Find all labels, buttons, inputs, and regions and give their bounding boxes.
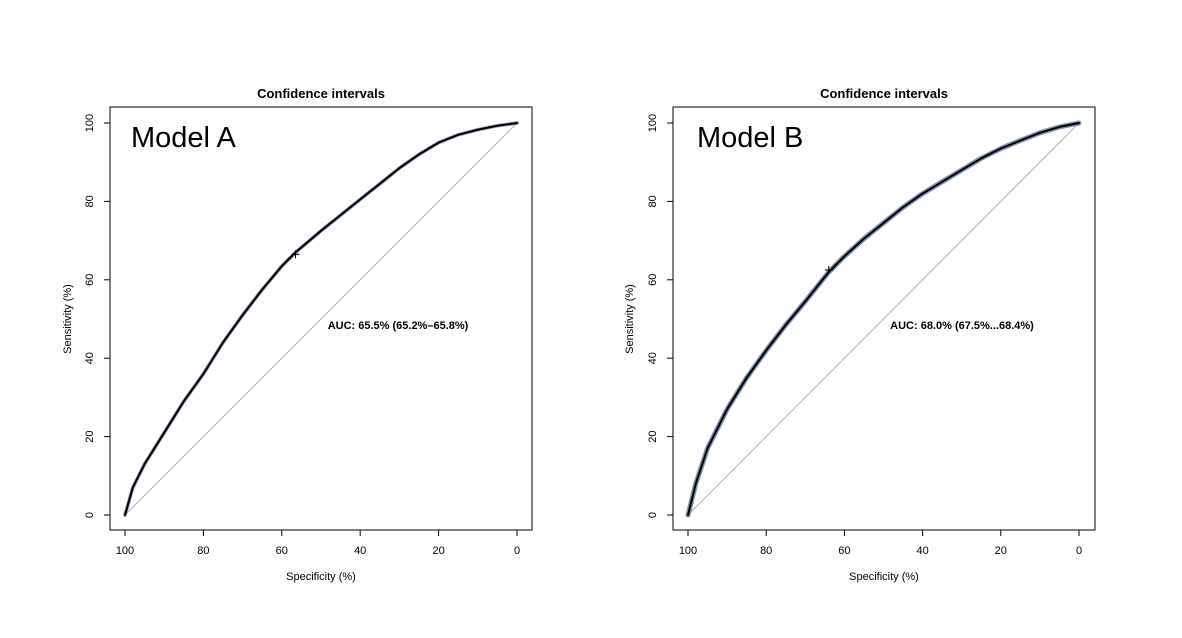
- roc-point: [765, 349, 767, 351]
- roc-point: [726, 408, 728, 410]
- threshold-marker: [291, 250, 300, 259]
- y-tick-label: 80: [647, 195, 659, 207]
- roc-point: [183, 400, 185, 402]
- y-axis-label: Sensitivity (%): [624, 284, 636, 354]
- roc-point: [340, 214, 342, 216]
- x-tick-label: 60: [838, 545, 850, 557]
- x-tick-label: 100: [679, 545, 697, 557]
- roc-point: [477, 129, 479, 131]
- panel-model-a: Confidence intervals Model A AUC: 65.5% …: [62, 86, 533, 583]
- roc-point: [804, 300, 806, 302]
- roc-point: [144, 463, 146, 465]
- roc-point: [883, 222, 885, 224]
- roc-point: [457, 134, 459, 136]
- x-tick-label: 80: [197, 545, 209, 557]
- y-tick-label: 40: [647, 352, 659, 364]
- chart-title: Confidence intervals: [257, 86, 385, 101]
- roc-point: [132, 487, 134, 489]
- roc-point: [746, 377, 748, 379]
- roc-point: [695, 483, 697, 485]
- roc-point: [222, 342, 224, 344]
- roc-point: [1019, 140, 1021, 142]
- roc-point: [922, 193, 924, 195]
- y-tick-label: 80: [84, 195, 96, 207]
- roc-point: [1039, 132, 1041, 134]
- roc-point: [438, 142, 440, 144]
- x-tick-label: 80: [760, 545, 772, 557]
- reference-diagonal: [687, 122, 1080, 516]
- roc-point: [163, 432, 165, 434]
- y-tick-label: 100: [647, 114, 659, 132]
- y-tick-label: 60: [647, 274, 659, 286]
- y-axis-label: Sensitivity (%): [62, 284, 74, 354]
- auc-annotation: AUC: 68.0% (67.5%...68.4%): [890, 320, 1034, 332]
- y-tick-label: 20: [84, 430, 96, 442]
- roc-point: [863, 238, 865, 240]
- roc-point: [418, 153, 420, 155]
- y-tick-label: 40: [84, 352, 96, 364]
- roc-point: [242, 314, 244, 316]
- roc-point: [496, 125, 498, 127]
- roc-point: [707, 447, 709, 449]
- roc-point: [516, 122, 518, 124]
- x-tick-label: 40: [354, 545, 366, 557]
- roc-point: [379, 183, 381, 185]
- y-tick-label: 20: [647, 430, 659, 442]
- x-tick-label: 100: [116, 545, 134, 557]
- y-tick-label: 0: [84, 512, 96, 518]
- roc-curve: [124, 122, 518, 516]
- y-tick-label: 60: [84, 274, 96, 286]
- model-label: Model B: [697, 122, 803, 154]
- roc-point: [980, 157, 982, 159]
- roc-point: [1078, 122, 1080, 124]
- roc-point: [785, 324, 787, 326]
- roc-point: [359, 198, 361, 200]
- x-tick-label: 20: [432, 545, 444, 557]
- roc-curve: [687, 122, 1080, 516]
- x-tick-label: 40: [916, 545, 928, 557]
- roc-point: [398, 167, 400, 169]
- roc-point: [902, 206, 904, 208]
- model-label: Model A: [131, 122, 236, 154]
- y-tick-label: 0: [647, 512, 659, 518]
- y-tick-label: 100: [84, 114, 96, 132]
- roc-point: [687, 514, 689, 516]
- panel-model-b: Confidence intervals Model B AUC: 68.0% …: [624, 86, 1096, 583]
- roc-point: [1058, 126, 1060, 128]
- auc-annotation: AUC: 65.5% (65.2%–65.8%): [328, 320, 469, 332]
- x-tick-label: 60: [276, 545, 288, 557]
- roc-point: [202, 373, 204, 375]
- x-axis-label: Specificity (%): [849, 571, 919, 583]
- x-tick-label: 0: [1076, 545, 1082, 557]
- threshold-marker: [824, 266, 833, 274]
- roc-point: [941, 181, 943, 183]
- reference-diagonal: [124, 122, 518, 516]
- roc-point: [281, 265, 283, 267]
- roc-point: [843, 255, 845, 257]
- roc-point: [261, 289, 263, 291]
- roc-point: [961, 169, 963, 171]
- roc-point: [1000, 147, 1002, 149]
- roc-point: [124, 514, 126, 516]
- roc-point: [320, 230, 322, 232]
- x-tick-label: 20: [995, 545, 1007, 557]
- x-tick-label: 0: [514, 545, 520, 557]
- chart-title: Confidence intervals: [820, 86, 948, 101]
- x-axis-label: Specificity (%): [286, 571, 356, 583]
